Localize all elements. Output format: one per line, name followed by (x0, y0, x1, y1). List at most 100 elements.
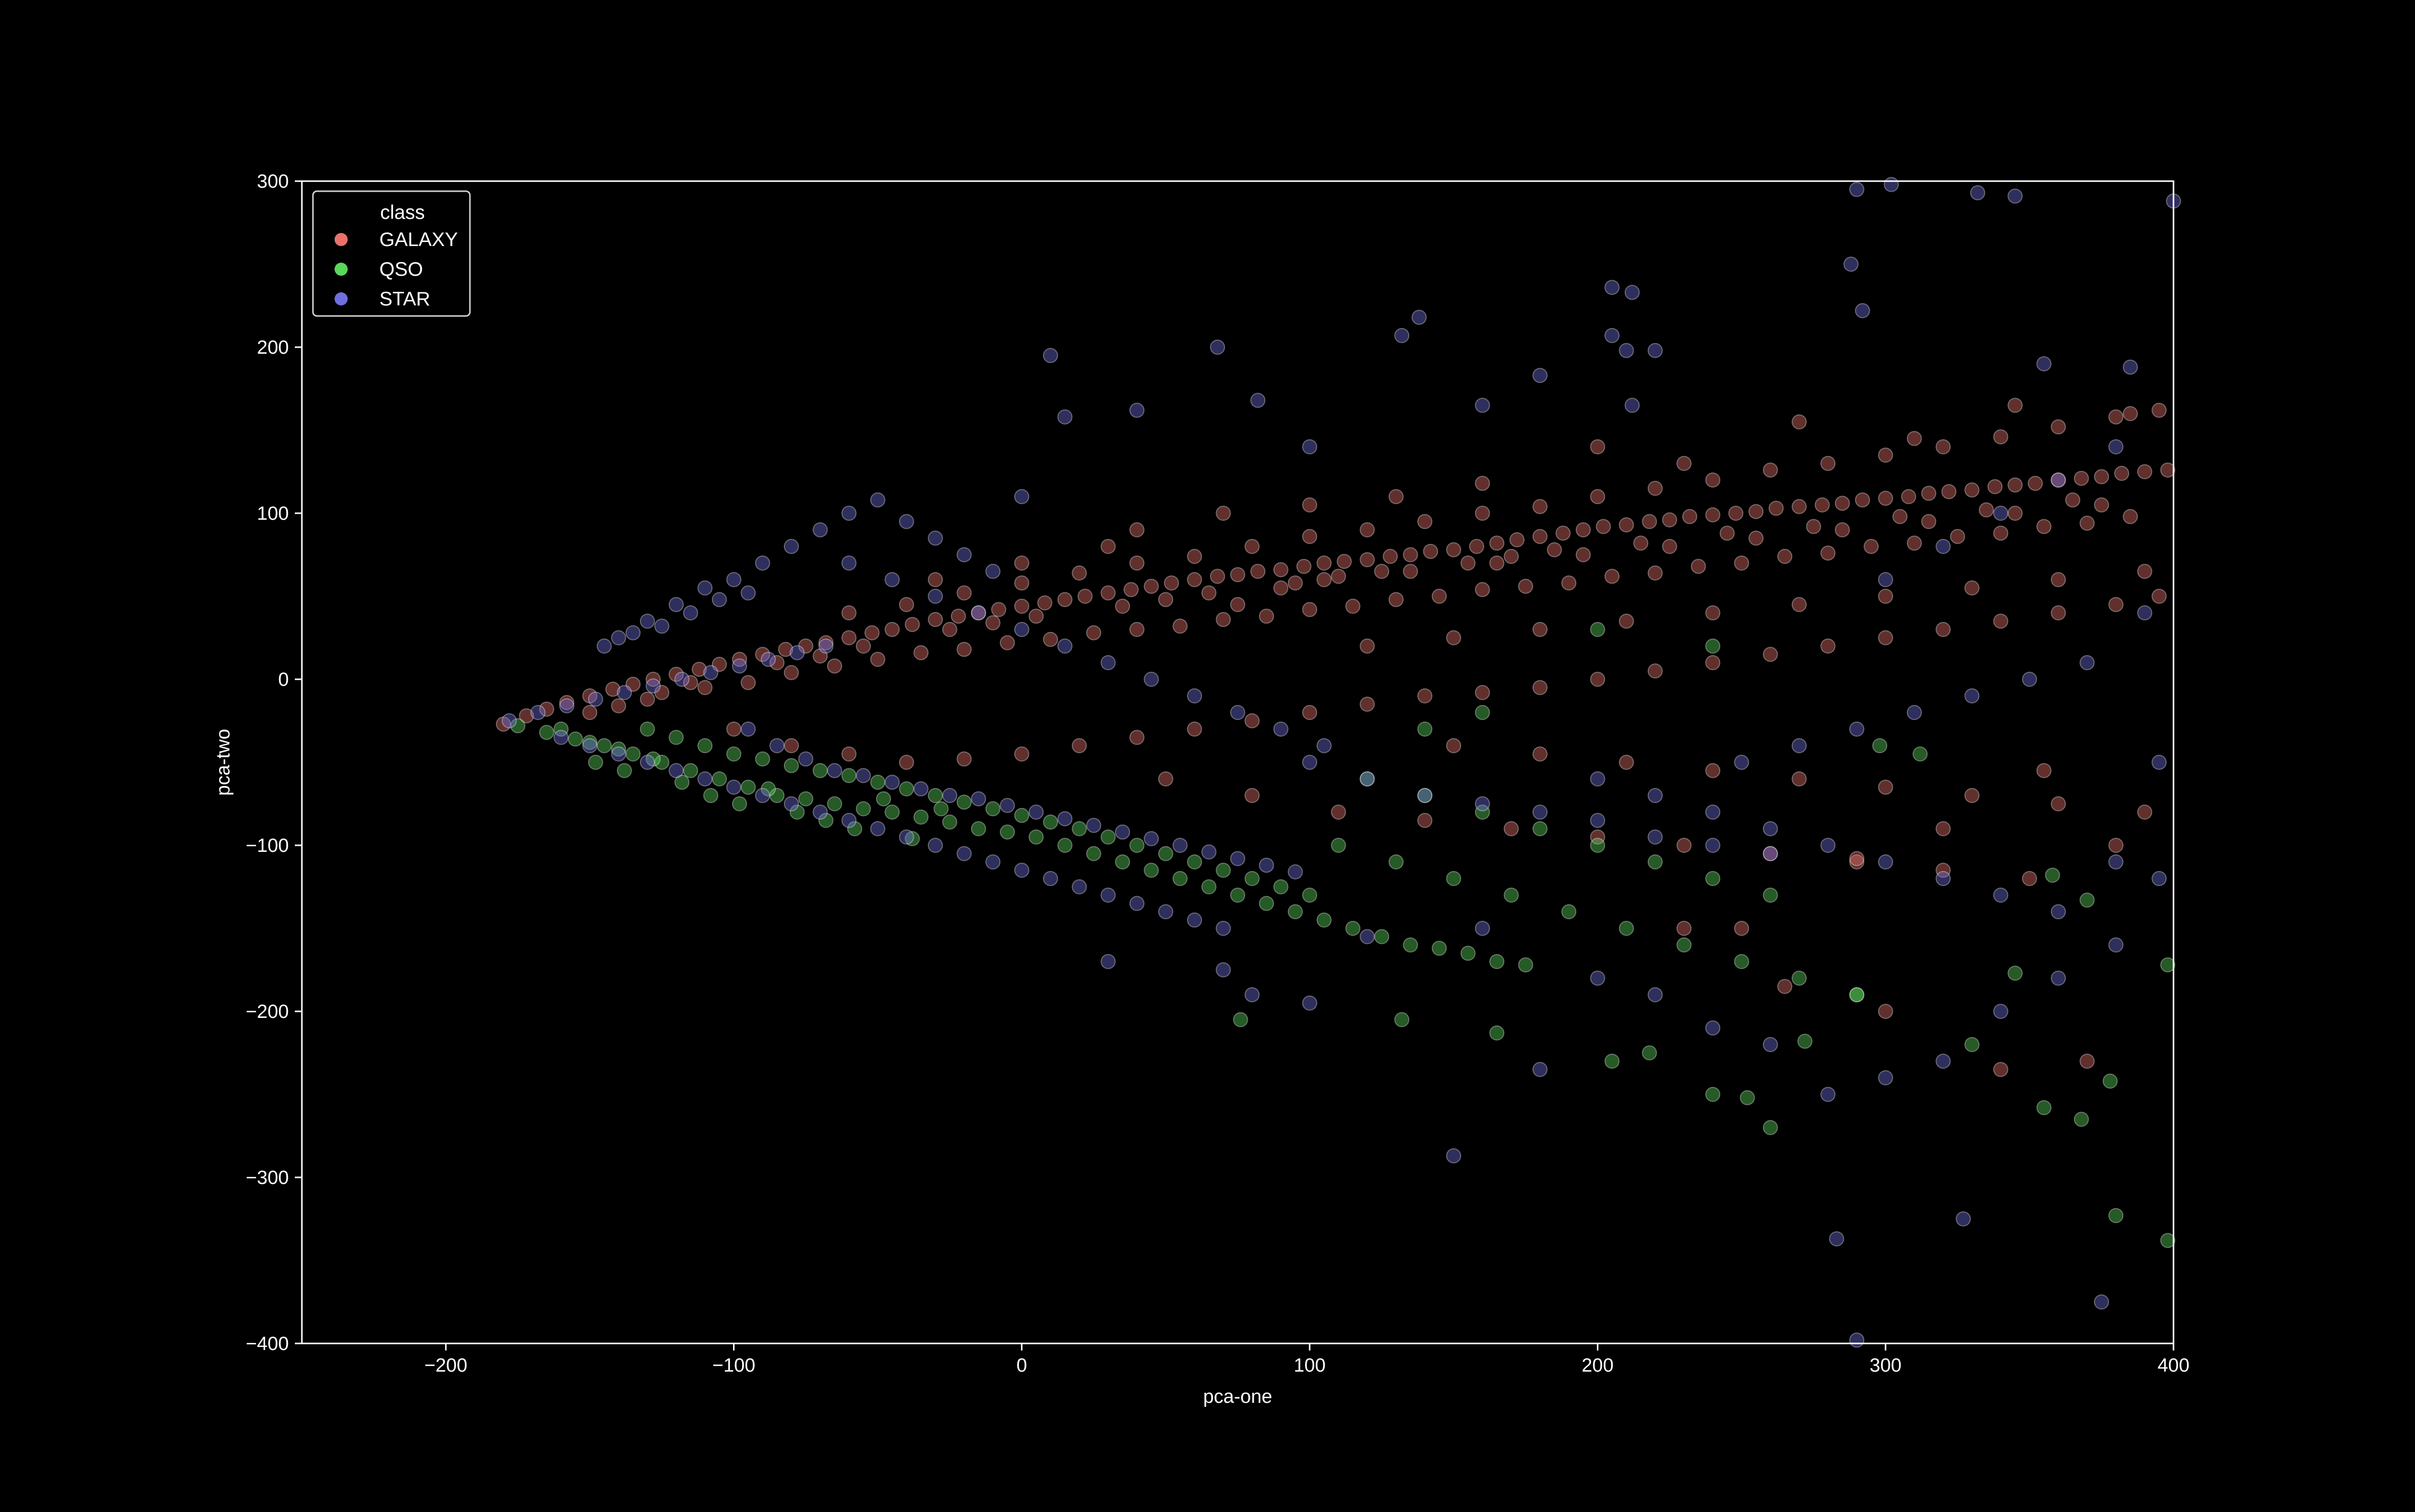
x-tick-label: 300 (1870, 1355, 1901, 1376)
scatter-point (741, 779, 756, 795)
scatter-point (1676, 921, 1692, 936)
scatter-point (1216, 921, 1231, 936)
scatter-point (1561, 904, 1577, 919)
scatter-point (2151, 755, 2167, 770)
scatter-point (1230, 705, 1245, 720)
scatter-point (928, 838, 943, 853)
scatter-point (1595, 519, 1611, 534)
scatter-point (711, 771, 727, 786)
scatter-point (1100, 829, 1116, 845)
scatter-point (1475, 685, 1490, 700)
scatter-point (1403, 937, 1418, 952)
scatter-point (1014, 575, 1029, 591)
scatter-point (2114, 465, 2129, 481)
scatter-point (2094, 469, 2109, 485)
scatter-point (2051, 472, 2066, 488)
scatter-point (1970, 185, 1985, 201)
scatter-point (1331, 569, 1346, 584)
scatter-point (1964, 482, 1980, 498)
scatter-point (1762, 1120, 1778, 1135)
scatter-point (1388, 854, 1404, 869)
scatter-point (2036, 519, 2052, 534)
series-star (502, 177, 2181, 1348)
scatter-point (1244, 788, 1260, 803)
scatter-point (732, 652, 747, 667)
scatter-point (870, 774, 886, 790)
scatter-point (1287, 864, 1303, 880)
scatter-point (1129, 403, 1145, 418)
scatter-point (1144, 831, 1159, 846)
scatter-point (1849, 987, 1865, 1002)
scatter-point (813, 522, 828, 537)
scatter-point (1475, 397, 1490, 413)
scatter-point (646, 672, 661, 687)
scatter-point (1728, 506, 1744, 521)
scatter-point (1792, 499, 1807, 514)
x-axis-label: pca-one (1203, 1386, 1272, 1407)
scatter-point (1829, 1231, 1844, 1247)
scatter-point (1993, 888, 2008, 903)
scatter-point (1394, 328, 1410, 343)
scatter-point (1359, 522, 1375, 537)
y-tick-label: −400 (246, 1333, 289, 1355)
scatter-point (2160, 957, 2176, 973)
scatter-point (654, 618, 670, 634)
scatter-point (789, 645, 805, 661)
scatter-point (1359, 639, 1375, 654)
scatter-point (1230, 597, 1245, 612)
scatter-point (1849, 1332, 1865, 1348)
scatter-point (1682, 509, 1698, 524)
scatter-point (1532, 529, 1548, 544)
scatter-point (1316, 738, 1332, 753)
scatter-point (1302, 995, 1318, 1011)
scatter-point (726, 722, 742, 737)
scatter-point (1820, 545, 1836, 561)
scatter-point (755, 555, 770, 571)
scatter-point (1705, 472, 1721, 488)
y-tick-label: −100 (246, 835, 289, 856)
x-tick-label: 200 (1582, 1355, 1614, 1376)
scatter-point (1014, 555, 1029, 571)
scatter-point (1734, 921, 1749, 936)
scatter-point (1575, 522, 1591, 537)
scatter-point (1144, 862, 1159, 878)
scatter-point (625, 746, 641, 762)
scatter-point (1115, 824, 1131, 840)
scatter-point (1964, 688, 1980, 703)
scatter-point (1072, 879, 1087, 895)
scatter-point (899, 755, 914, 770)
scatter-point (1878, 854, 1893, 869)
scatter-point (1403, 547, 1418, 563)
scatter-point (1820, 639, 1836, 654)
scatter-point (496, 717, 511, 732)
scatter-point (2051, 572, 2066, 587)
scatter-point (1014, 808, 1029, 823)
scatter-point (761, 781, 776, 797)
scatter-point (1230, 567, 1245, 583)
scatter-point (2028, 475, 2043, 491)
scatter-point (1762, 888, 1778, 903)
scatter-point (1561, 575, 1577, 591)
scatter-point (1446, 542, 1462, 558)
scatter-point (1417, 813, 1432, 828)
scatter-point (1273, 722, 1289, 737)
scatter-point (683, 763, 698, 778)
scatter-point (1705, 1087, 1721, 1102)
scatter-point (928, 530, 943, 546)
scatter-point (1705, 871, 1721, 886)
scatter-point (741, 722, 756, 737)
scatter-point (1518, 579, 1534, 594)
scatter-point (1820, 1087, 1836, 1102)
scatter-point (559, 698, 575, 713)
scatter-point (1748, 504, 1764, 519)
scatter-point (798, 791, 814, 807)
scatter-point (1359, 771, 1375, 786)
scatter-point (1849, 854, 1865, 869)
scatter-point (783, 796, 799, 812)
scatter-point (818, 639, 834, 654)
scatter-point (1216, 862, 1231, 878)
scatter-point (1100, 539, 1116, 554)
scatter-point (1647, 343, 1663, 358)
